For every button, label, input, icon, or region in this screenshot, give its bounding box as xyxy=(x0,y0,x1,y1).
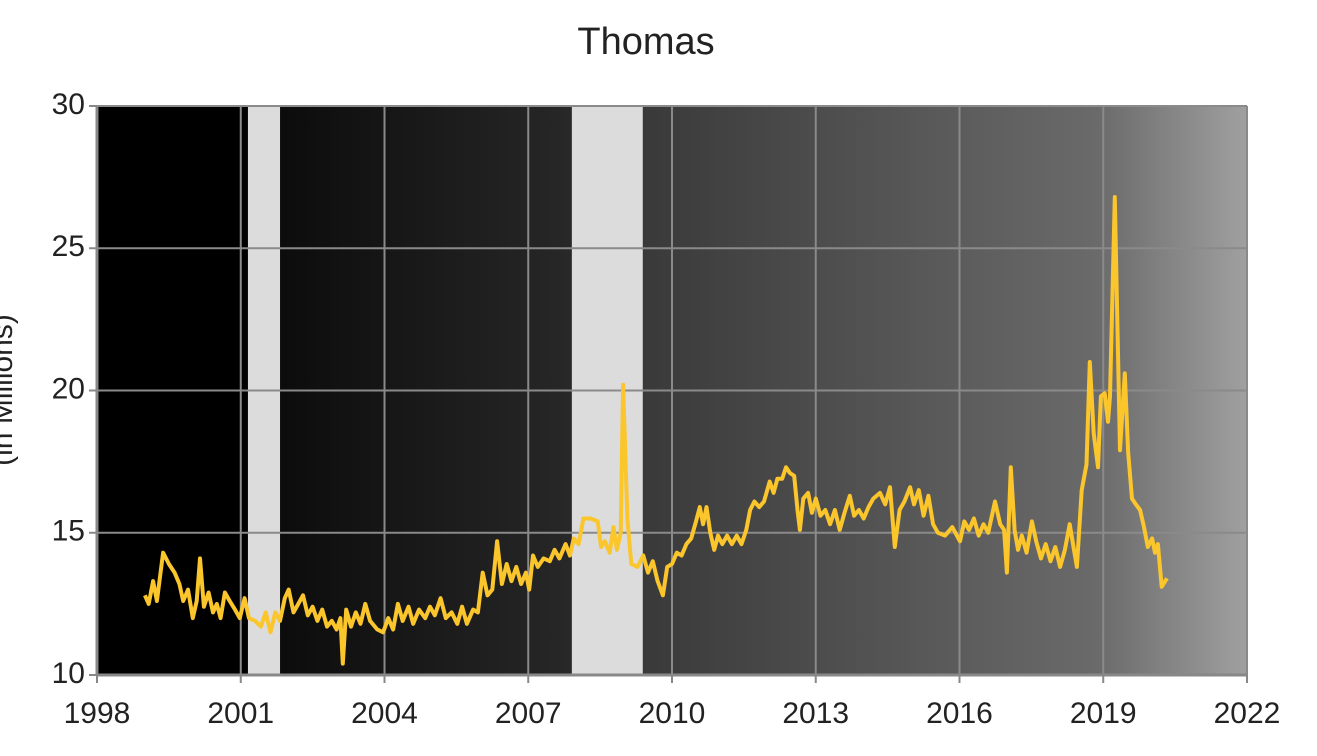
x-tick-label: 2001 xyxy=(207,697,274,730)
y-tick-label: 10 xyxy=(52,657,85,690)
y-axis-label: (in Millions) xyxy=(0,314,19,466)
x-tick-label: 2007 xyxy=(495,697,562,730)
x-tick-label: 2022 xyxy=(1214,697,1281,730)
y-tick-label: 20 xyxy=(52,372,85,405)
x-tick-label: 2013 xyxy=(782,697,849,730)
x-tick-label: 2010 xyxy=(639,697,706,730)
x-tick-label: 2019 xyxy=(1070,697,1137,730)
x-tick-label: 2004 xyxy=(351,697,418,730)
y-tick-label: 25 xyxy=(52,230,85,263)
y-tick-label: 30 xyxy=(52,88,85,121)
y-tick-label: 15 xyxy=(52,515,85,548)
x-tick-label: 2016 xyxy=(926,697,993,730)
series-line xyxy=(143,195,1169,666)
x-tick-label: 1998 xyxy=(64,697,131,730)
chart-title: Thomas xyxy=(577,21,714,63)
